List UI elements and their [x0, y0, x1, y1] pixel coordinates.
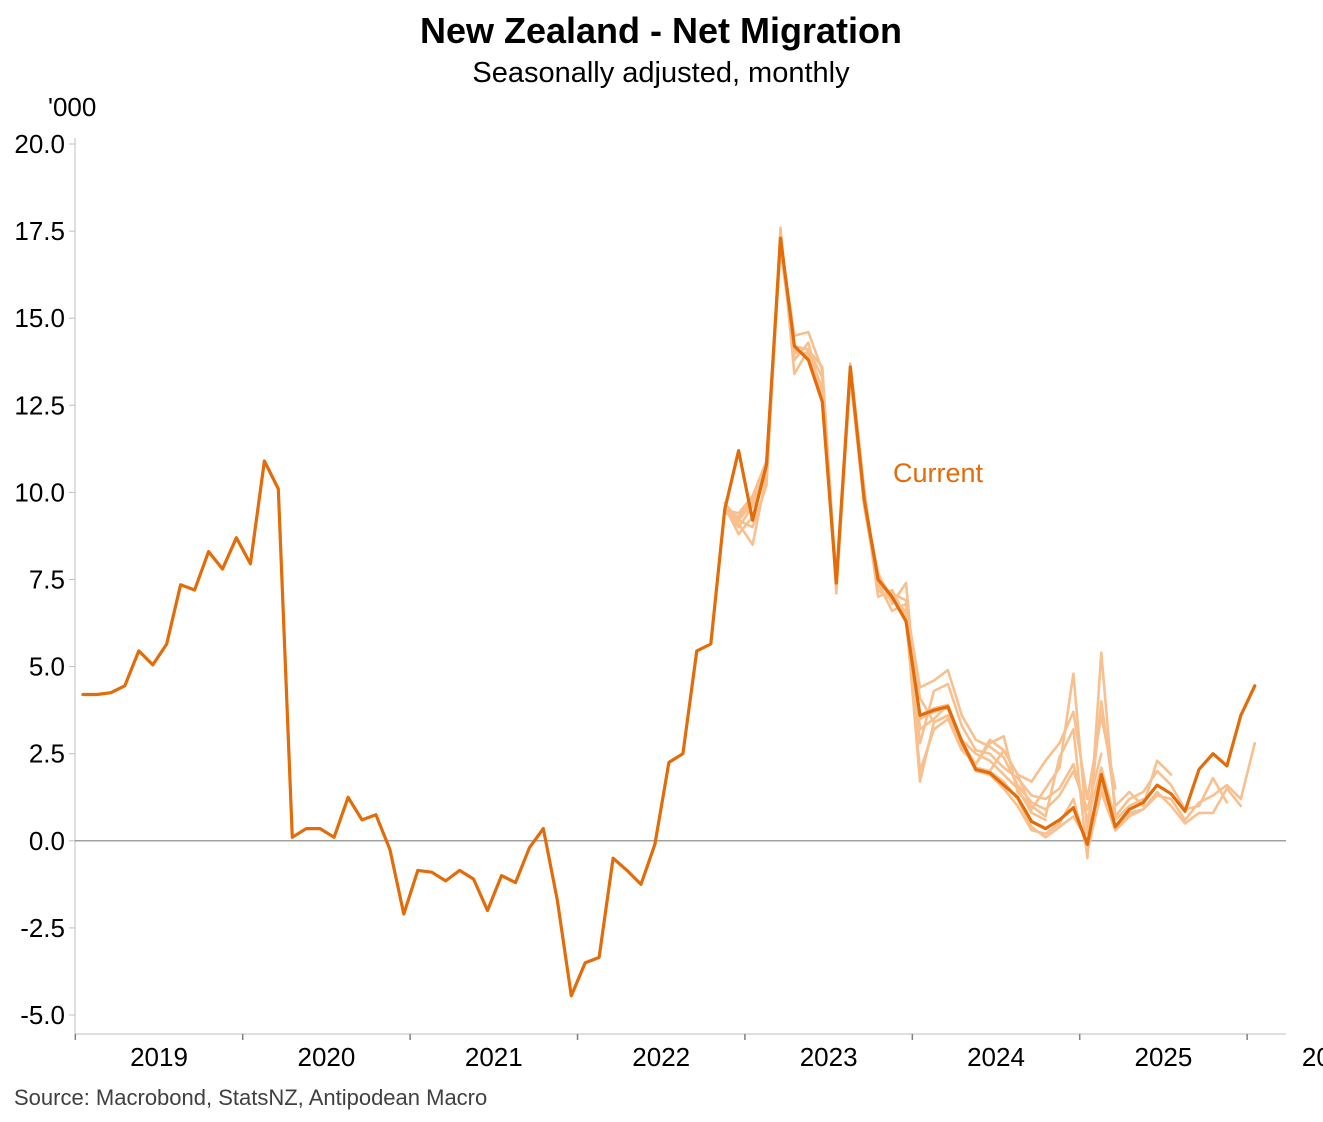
y-tick-label: 2.5	[29, 739, 65, 769]
y-tick-label: -5.0	[20, 1000, 65, 1030]
vintage-line-4	[723, 247, 1145, 822]
x-tick-label: 2024	[967, 1042, 1025, 1072]
x-tick-label: 2020	[298, 1042, 356, 1072]
y-tick-label: 12.5	[14, 390, 65, 420]
y-tick-label: 7.5	[29, 565, 65, 595]
y-tick-label: 10.0	[14, 477, 65, 507]
source-note: Source: Macrobond, StatsNZ, Antipodean M…	[14, 1085, 487, 1110]
x-axis: 2019 2020 2021 2022 2023 2024 2025 2026	[74, 1033, 1323, 1072]
vintage-line-7	[723, 236, 1243, 853]
y-tick-label: 17.5	[14, 216, 65, 246]
x-tick-label: 2021	[465, 1042, 523, 1072]
x-tick-label: 2026	[1302, 1042, 1323, 1072]
vintage-line-2	[723, 240, 1103, 811]
current-series	[81, 236, 1257, 998]
current-annotation: Current	[893, 458, 984, 488]
y-axis: 20.0 17.5 15.0 12.5 10.0 7.5 5.0 2.5 0.0 -2.5 -5.0	[14, 129, 76, 1034]
chart-subtitle: Seasonally adjusted, monthly	[472, 57, 850, 89]
y-tick-label: -2.5	[20, 913, 65, 943]
x-tick-label: 2019	[130, 1042, 188, 1072]
y-tick-label: 20.0	[14, 129, 65, 159]
current-line	[81, 236, 1257, 998]
x-tick-label: 2022	[632, 1042, 690, 1072]
vintage-series	[723, 226, 1257, 860]
vintage-line-8	[723, 236, 1257, 843]
x-tick-label: 2025	[1135, 1042, 1193, 1072]
x-tick-label: 2023	[800, 1042, 858, 1072]
y-tick-label: 15.0	[14, 303, 65, 333]
y-tick-label: 5.0	[29, 652, 65, 682]
chart-title: New Zealand - Net Migration	[420, 10, 902, 51]
vintage-line-6	[723, 240, 1229, 860]
y-tick-label: 0.0	[29, 826, 65, 856]
y-unit-label: '000	[48, 92, 96, 122]
vintage-line-1	[723, 226, 1047, 822]
